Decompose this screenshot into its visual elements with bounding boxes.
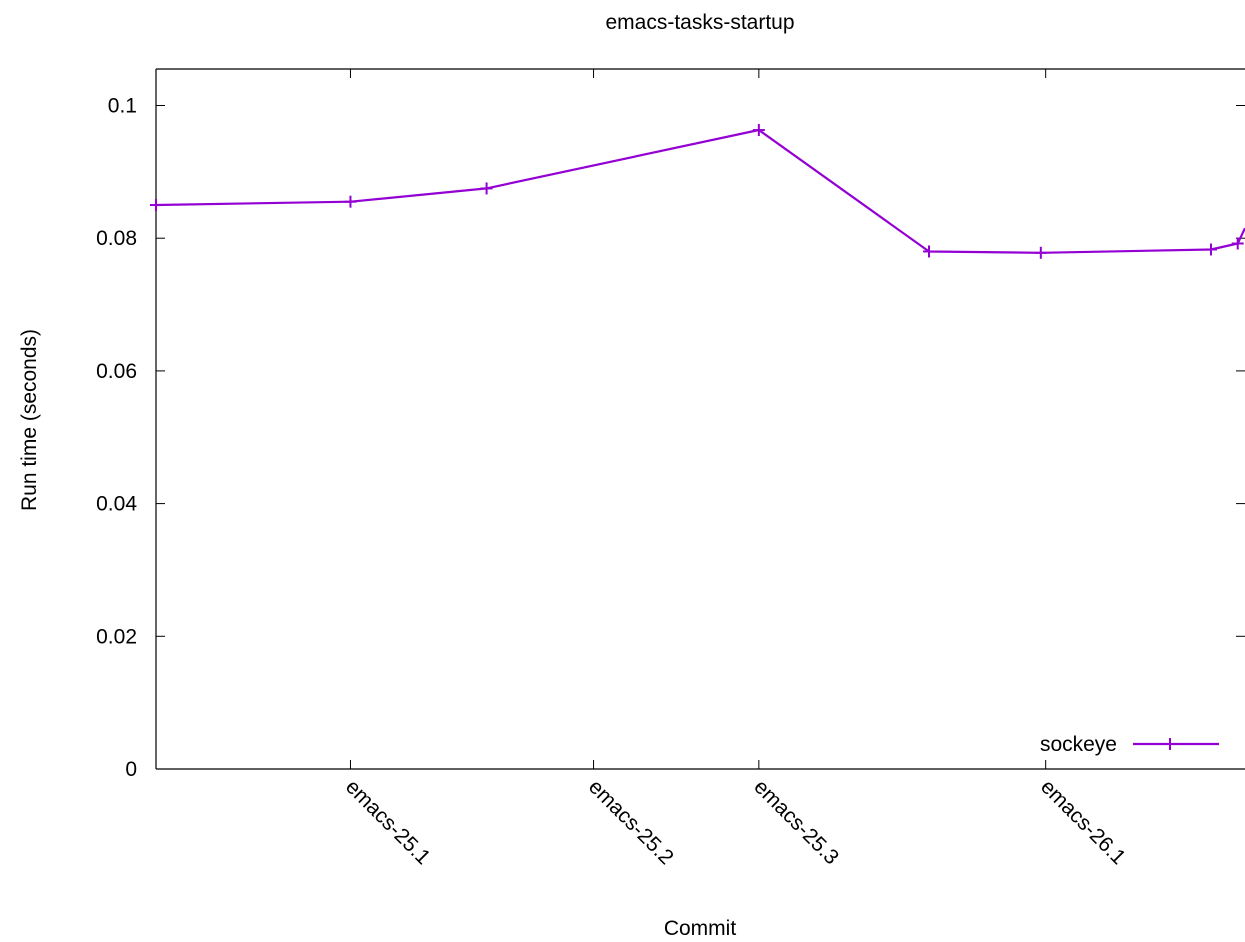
y-tick-label: 0.04 <box>96 493 137 516</box>
data-point <box>1034 246 1047 259</box>
chart-title: emacs-tasks-startup <box>605 11 794 34</box>
y-tick-label: 0.08 <box>96 227 137 250</box>
data-point <box>1204 243 1217 256</box>
x-tick-label: emacs-25.1 <box>341 775 435 869</box>
x-axis-label: Commit <box>664 917 736 940</box>
series-line <box>155 128 1245 254</box>
data-point <box>344 195 357 208</box>
y-tick-label: 0.1 <box>108 94 137 117</box>
x-tick-label: emacs-26.1 <box>1036 775 1130 869</box>
data-point <box>150 199 162 212</box>
data-point <box>752 124 765 137</box>
y-tick-label: 0.02 <box>96 625 137 648</box>
y-axis-label: Run time (seconds) <box>18 329 41 511</box>
data-point <box>1231 237 1244 250</box>
x-tick-label: emacs-25.3 <box>749 775 843 869</box>
y-tick-label: 0.06 <box>96 360 137 383</box>
data-point <box>922 245 935 258</box>
y-tick-label: 0 <box>125 758 137 781</box>
legend-label: sockeye <box>1040 733 1117 756</box>
data-point <box>480 182 493 195</box>
x-tick-label: emacs-25.2 <box>584 775 678 869</box>
